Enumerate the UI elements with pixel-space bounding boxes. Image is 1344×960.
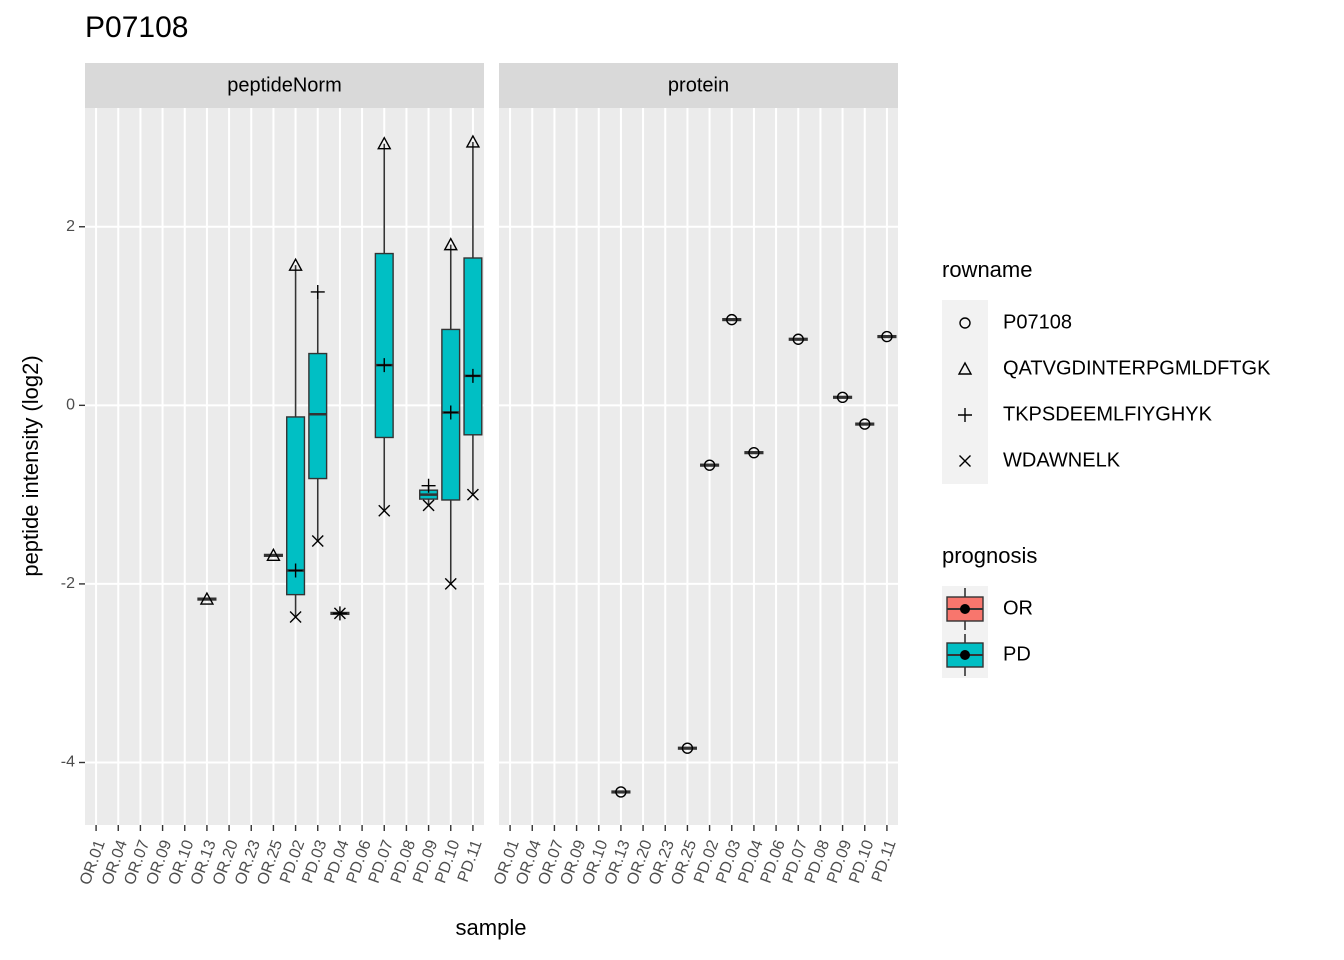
legend-dot: [960, 604, 970, 614]
box: [611, 790, 631, 794]
point: [703, 459, 716, 471]
point: [378, 504, 391, 517]
facet-label: peptideNorm: [227, 74, 342, 96]
box: [744, 451, 764, 455]
box: [833, 395, 853, 399]
box: [700, 463, 720, 467]
legend-label: OR: [1003, 597, 1033, 619]
point: [465, 368, 480, 383]
y-tick-label: -4: [61, 754, 75, 771]
box-body: [308, 352, 328, 480]
box: [677, 746, 697, 750]
box: [877, 334, 897, 339]
point: [681, 742, 694, 754]
box: [722, 318, 742, 322]
point: [959, 455, 971, 467]
point: [311, 535, 324, 548]
point: [466, 488, 479, 501]
point: [288, 563, 303, 578]
legend-label: PD: [1003, 643, 1031, 665]
chart-title: P07108: [85, 11, 188, 44]
panel-background: [85, 108, 484, 825]
point: [726, 313, 738, 326]
point: [959, 317, 971, 329]
point: [266, 547, 281, 562]
point: [422, 499, 435, 512]
box-body: [463, 257, 483, 436]
legend-label: TKPSDEEMLFIYGHYK: [1003, 403, 1213, 425]
box-body: [286, 416, 306, 596]
point: [615, 786, 627, 798]
y-tick-label: 2: [66, 218, 75, 235]
point: [289, 610, 302, 623]
legend-title: prognosis: [942, 543, 1037, 568]
point: [377, 136, 392, 150]
y-axis-label: peptide intensity (log2): [18, 355, 43, 576]
box: [263, 553, 283, 557]
legend-key: [942, 346, 988, 392]
point: [443, 405, 458, 420]
box: [788, 337, 808, 341]
box: [197, 597, 217, 601]
point: [792, 333, 804, 345]
box: [855, 422, 875, 426]
point: [288, 257, 303, 271]
facet-strip: [499, 63, 898, 108]
y-tick-label: -2: [61, 575, 75, 592]
point: [310, 284, 325, 299]
x-axis-label: sample: [456, 915, 527, 940]
box-body: [374, 252, 394, 439]
facet-label: protein: [668, 74, 729, 96]
legend-key: [942, 300, 988, 346]
point: [836, 391, 849, 404]
point: [881, 330, 893, 343]
point: [443, 237, 458, 251]
legend-label: P07108: [1003, 311, 1072, 333]
box: [308, 291, 328, 542]
point: [199, 591, 215, 605]
legend-title: rowname: [942, 257, 1032, 282]
point: [957, 361, 973, 375]
point: [465, 134, 481, 148]
legend-label: WDAWNELK: [1003, 449, 1121, 471]
facet-strip: [85, 63, 484, 108]
y-tick-label: 0: [66, 397, 75, 414]
legend-dot: [960, 650, 970, 660]
point: [333, 607, 346, 620]
point: [377, 358, 392, 373]
point: [859, 418, 871, 430]
point: [444, 577, 457, 590]
legend-label: QATVGDINTERPGMLDFTGK: [1003, 357, 1271, 379]
point: [748, 446, 760, 459]
point: [958, 408, 972, 422]
panel-background: [499, 108, 898, 825]
point: [421, 478, 436, 493]
